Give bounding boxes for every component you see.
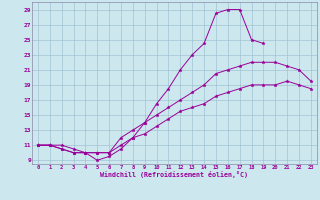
X-axis label: Windchill (Refroidissement éolien,°C): Windchill (Refroidissement éolien,°C) (100, 171, 248, 178)
